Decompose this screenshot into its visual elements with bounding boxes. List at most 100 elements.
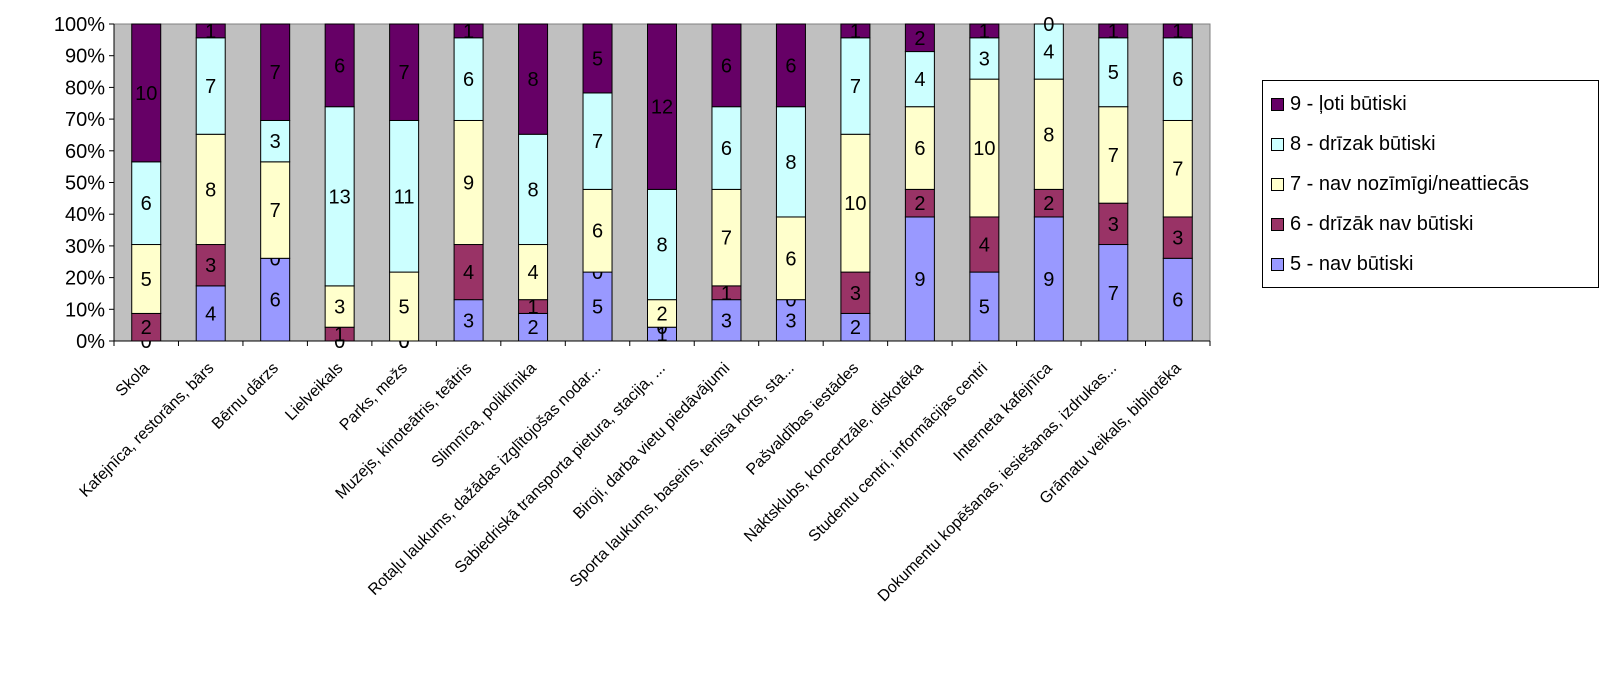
data-label: 6 [463,69,474,91]
data-label: 6 [785,248,796,270]
bar-segment [260,119,291,163]
data-label: 6 [721,55,732,77]
bar-segment [711,23,742,108]
x-category-label: Skola [113,360,153,400]
data-label: 6 [1172,69,1183,91]
legend-label: 9 - ļoti būtiski [1290,92,1407,115]
bar-segment [840,37,871,135]
x-category-label: Dokumentu kopēšanas, iesiešanas, izdruka… [875,360,1120,605]
data-label: 3 [334,297,345,319]
data-label: 4 [463,262,474,284]
bar-segment [453,244,484,301]
bar-segment [969,23,1000,39]
bar-segment [1098,244,1129,342]
data-label: 0 [141,331,152,353]
bar-segment [904,51,935,108]
legend-swatch [1271,97,1284,111]
data-label: 3 [205,255,216,277]
bar-segment [1033,23,1064,80]
data-label: 2 [141,317,152,339]
bar-segment [453,119,484,246]
bar-segment [1098,202,1129,246]
data-label: 1 [463,21,474,43]
y-tick-label: 60% [65,141,105,163]
data-label: 7 [205,76,216,98]
data-label: 1 [1108,21,1119,43]
data-label: 3 [270,131,281,153]
data-label: 0 [399,331,410,353]
data-label: 6 [1172,290,1183,312]
data-label: 7 [592,131,603,153]
bar-segment [775,23,806,108]
bar-segment [195,133,226,246]
data-label: 8 [785,152,796,174]
data-label: 6 [592,221,603,243]
data-label: 8 [205,179,216,201]
bar-segment [453,299,484,342]
data-label: 2 [850,317,861,339]
legend-item: 9 - ļoti būtiski [1271,92,1407,116]
bar-segment [324,23,355,108]
data-label: 3 [1108,214,1119,236]
x-category-label: Sporta laukums, baseins, tenisa korts, s… [567,360,798,591]
bar-segment [711,188,742,287]
legend-label: 8 - drīzak būtiski [1290,132,1436,155]
data-label: 6 [141,193,152,215]
data-label: 1 [721,283,732,305]
x-category-label: Grāmatu veikals, bibliotēka [1037,360,1185,508]
y-tick-label: 100% [54,14,105,36]
y-tick-label: 10% [65,299,105,321]
legend-label: 6 - drīzāk nav būtiski [1290,212,1474,235]
y-tick-label: 0% [76,331,105,353]
bar-segment [389,23,420,121]
bar-segment [969,216,1000,273]
data-label: 5 [592,297,603,319]
bar-segment [775,216,806,301]
data-label: 4 [527,262,538,284]
bar-segment [1162,216,1193,259]
data-label: 2 [914,28,925,50]
data-label: 1 [656,324,667,346]
bar-segment [1033,216,1064,342]
data-label: 7 [721,228,732,250]
bar-segment [582,188,613,273]
data-label: 7 [850,76,861,98]
data-label: 0 [592,262,603,284]
bar-segment [904,23,935,53]
bar-segment [711,106,742,190]
data-label: 8 [1043,124,1054,146]
bar-segment [260,23,291,121]
legend-label: 7 - nav nozīmīgi/neattiecās [1290,172,1530,195]
data-label: 7 [1108,145,1119,167]
data-label: 8 [527,69,538,91]
data-label: 7 [270,200,281,222]
data-label: 9 [914,269,925,291]
legend-item: 6 - drīzāk nav būtiski [1271,212,1473,236]
bar-segment [131,161,162,246]
legend-item: 8 - drīzak būtiski [1271,132,1436,156]
data-label: 6 [721,138,732,160]
data-label: 2 [527,317,538,339]
data-label: 6 [334,55,345,77]
data-label: 12 [651,97,673,119]
bar-segment [647,188,677,301]
y-tick-label: 40% [65,204,105,226]
bar-segment [1033,78,1064,190]
y-tick-label: 80% [65,77,105,99]
data-label: 0 [334,331,345,353]
data-label: 4 [205,303,216,325]
x-category-label: Muzejs, kinoteātris, teātris [333,360,476,503]
data-label: 0 [399,331,410,353]
data-label: 7 [270,62,281,84]
data-label: 5 [141,269,152,291]
legend-swatch [1271,177,1284,191]
bar-segment [1098,106,1129,204]
bar-segment [840,23,871,39]
data-label: 2 [656,303,667,325]
data-label: 1 [850,21,861,43]
bar-segment [647,23,677,190]
data-label: 3 [721,310,732,332]
bar-segment [1162,37,1193,121]
data-label: 10 [844,193,866,215]
data-label: 4 [914,69,925,91]
